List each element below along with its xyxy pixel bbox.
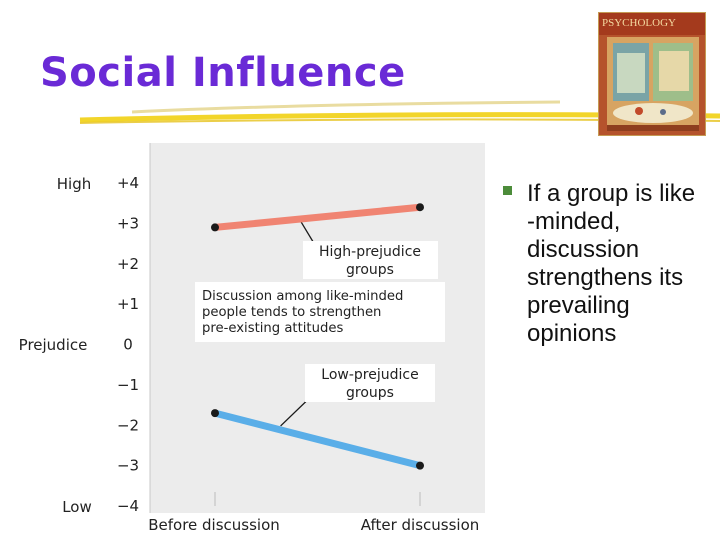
data-point — [211, 223, 219, 232]
series-label-low: Low-prejudice groups — [305, 364, 435, 402]
svg-text:pre-existing attitudes: pre-existing attitudes — [202, 321, 343, 336]
annotation-line-2: people tends to strengthen — [202, 305, 381, 320]
bullet-text: If a group is like -minded, discussion s… — [527, 180, 696, 347]
y-tick-label: −1 — [117, 376, 139, 394]
bullet-point: If a group is like -minded, discussion s… — [503, 180, 720, 348]
svg-text:groups: groups — [346, 385, 394, 401]
y-axis-label: Prejudice — [19, 336, 88, 354]
series-line-low-prejudice — [214, 409, 421, 470]
annotation-line-3: pre-existing attitudes — [202, 321, 343, 336]
data-point — [211, 409, 219, 418]
prejudice-chart: +4 +3 +2 +1 0 −1 −2 −3 −4 Before discussion After… — [19, 143, 485, 534]
svg-text:people tends to strengthen: people tends to strengthen — [202, 305, 381, 320]
series-label-high: High-prejudice groups — [303, 241, 438, 279]
y-tick-label: +4 — [117, 174, 139, 192]
svg-text:Low-prejudice: Low-prejudice — [321, 367, 418, 383]
y-tick-label: +2 — [117, 255, 139, 273]
y-tick-label: 0 — [123, 336, 133, 354]
svg-text:High-prejudice: High-prejudice — [319, 244, 421, 260]
y-tick-label: −2 — [117, 416, 139, 434]
book-cover-title: PSYCHOLOGY — [602, 17, 676, 29]
y-tick-label: +3 — [117, 214, 139, 232]
x-tick-label: After discussion — [361, 516, 480, 534]
svg-text:Discussion among like-minded: Discussion among like-minded — [202, 289, 403, 304]
y-tick-label: +1 — [117, 295, 139, 313]
bullet-square-icon — [503, 186, 512, 195]
annotation-box: Discussion among like-minded people tend… — [195, 282, 445, 342]
slide-title: Social Influence — [40, 50, 406, 96]
data-point — [416, 461, 424, 470]
y-tick-label: −3 — [117, 457, 139, 475]
data-point — [416, 203, 424, 212]
y-end-label-low: Low — [62, 498, 92, 516]
book-cover-image: PSYCHOLOGY — [598, 12, 706, 136]
x-tick-label: Before discussion — [148, 516, 280, 534]
y-tick-label: −4 — [117, 497, 139, 515]
y-end-label-high: High — [57, 175, 91, 193]
series-line-high-prejudice — [214, 203, 421, 231]
annotation-line-1: Discussion among like-minded — [202, 289, 403, 304]
svg-text:groups: groups — [346, 262, 394, 278]
